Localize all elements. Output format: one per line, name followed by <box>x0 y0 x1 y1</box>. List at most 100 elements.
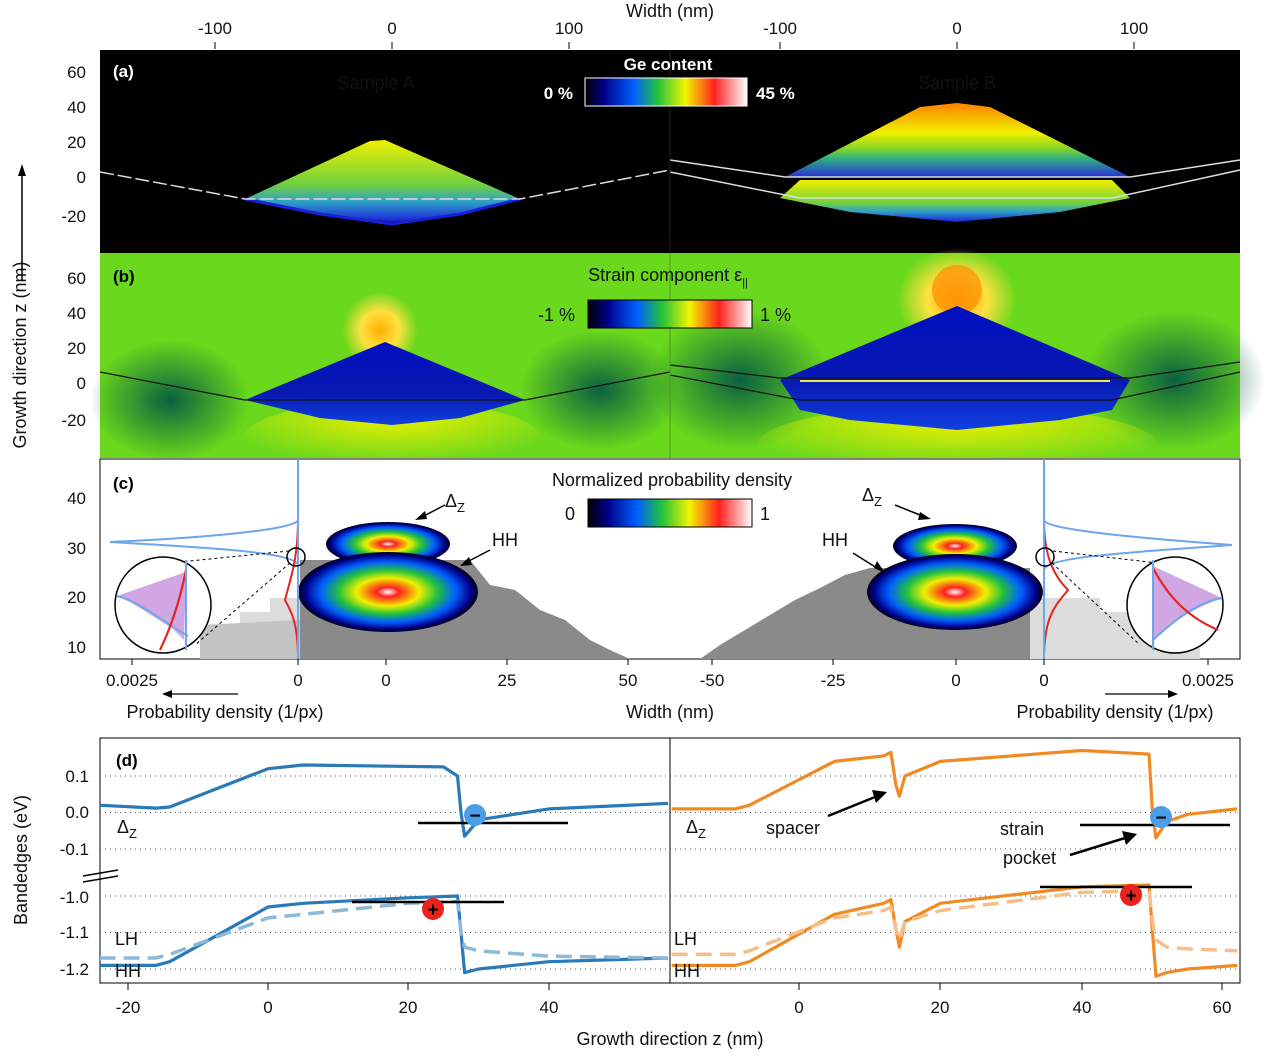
x-tick: 20 <box>931 998 950 1017</box>
electron-sign: − <box>469 806 480 827</box>
x-tick: 0 <box>1039 671 1048 690</box>
top-axis-label: Width (nm) <box>626 1 714 21</box>
panel-d-label: (d) <box>116 751 138 770</box>
panel-c-xticks: 0.0025 0 0 25 50 -50 -25 0 0 0.0025 <box>106 671 1234 690</box>
panel-a: (a) Sample A Sample B Ge content 0 % 45 … <box>99 50 1241 253</box>
dz-left: ΔZ <box>117 817 137 841</box>
strain-colorbar-max: 1 % <box>760 305 791 325</box>
axis-break <box>82 869 119 883</box>
x-tick: 0 <box>951 671 960 690</box>
y-tick: -1.2 <box>60 960 89 979</box>
spacer-label: spacer <box>766 818 820 838</box>
prob-colorbar-max: 1 <box>760 504 770 524</box>
ann-dz-left-main: Δ <box>445 491 457 511</box>
panel-d-ylabel: Bandedges (eV) <box>11 795 31 925</box>
y-tick: 40 <box>67 98 86 117</box>
panel-b-label: (b) <box>113 267 135 286</box>
ann-hh-left: HH <box>492 530 518 550</box>
panel-c-yticks: 40 30 20 10 <box>67 489 86 657</box>
strain-title-main: Strain component ε <box>588 265 742 285</box>
panel-c: (c) Normalized probability density 0 1 Δ… <box>99 458 1241 660</box>
y-tick: -1.1 <box>60 923 89 942</box>
lh-right: LH <box>674 929 697 949</box>
y-tick: -1.0 <box>60 888 89 907</box>
left-axis-label: Growth direction z (nm) <box>10 261 30 448</box>
x-tick: -25 <box>821 671 846 690</box>
y-tick: 20 <box>67 588 86 607</box>
lh-left: LH <box>115 929 138 949</box>
growth-arrow <box>18 164 26 280</box>
sample-b-label: Sample B <box>918 73 996 93</box>
ann-dz-right-sub: Z <box>874 494 882 509</box>
top-tick: -100 <box>763 19 797 38</box>
dz-right-sub: Z <box>698 826 706 841</box>
ann-hh-right: HH <box>822 530 848 550</box>
xlabel-width: Width (nm) <box>626 702 714 722</box>
series-hh-line <box>100 894 669 975</box>
series-z-line <box>100 763 669 838</box>
y-tick: 40 <box>67 304 86 323</box>
magnifier-left <box>114 547 306 654</box>
y-tick: 0.1 <box>65 767 89 786</box>
top-tick: 0 <box>387 19 396 38</box>
y-tick: 30 <box>67 539 86 558</box>
y-tick: 60 <box>67 63 86 82</box>
strain-label: strain <box>1000 819 1044 839</box>
series-lh-line <box>671 888 1238 957</box>
x-tick: 0.0025 <box>106 671 158 690</box>
ge-colorbar <box>584 77 748 107</box>
sample-a-label: Sample A <box>337 73 414 93</box>
panel-d-xticks: -20 0 20 40 0 20 40 60 <box>116 998 1232 1017</box>
y-tick: 20 <box>67 133 86 152</box>
pocket-label: pocket <box>1003 848 1056 868</box>
panel-d-yticks: 0.1 0.0 -0.1 -1.0 -1.1 -1.2 <box>60 767 89 979</box>
panel-c-label: (c) <box>113 474 134 493</box>
ge-colorbar-title: Ge content <box>624 55 713 74</box>
strain-title-sub: || <box>742 277 748 289</box>
y-tick: -0.1 <box>60 840 89 859</box>
x-tick: 0 <box>794 998 803 1017</box>
prob-colorbar <box>587 498 753 528</box>
top-tick: -100 <box>198 19 232 38</box>
panel-d-xlabel: Growth direction z (nm) <box>576 1029 763 1049</box>
panel-a-yticks: 60 40 20 0 -20 <box>61 63 86 226</box>
x-tick: -50 <box>700 671 725 690</box>
electron-sign: − <box>1155 808 1166 829</box>
strain-colorbar-title: Strain component ε|| <box>588 265 748 289</box>
panel-c-arrows <box>162 690 1178 698</box>
y-tick: 20 <box>67 339 86 358</box>
x-tick: 0 <box>381 671 390 690</box>
top-tick: 100 <box>555 19 583 38</box>
ann-dz-left: ΔZ <box>445 491 465 515</box>
hole-sign: + <box>427 900 438 921</box>
y-tick: 40 <box>67 489 86 508</box>
prob-colorbar-min: 0 <box>565 504 575 524</box>
panel-b-yticks: 60 40 20 0 -20 <box>61 269 86 430</box>
ann-dz-left-sub: Z <box>457 500 465 515</box>
x-tick: 40 <box>540 998 559 1017</box>
y-tick: 0.0 <box>65 803 89 822</box>
x-tick: 0 <box>263 998 272 1017</box>
y-tick: 60 <box>67 269 86 288</box>
strain-colorbar <box>587 299 753 329</box>
x-tick: 25 <box>498 671 517 690</box>
strain-colorbar-min: -1 % <box>538 305 575 325</box>
x-tick: 20 <box>399 998 418 1017</box>
hh-left: HH <box>115 961 141 981</box>
top-tick: 100 <box>1120 19 1148 38</box>
hole-marker-a <box>422 898 444 920</box>
electron-marker-a <box>464 804 486 826</box>
y-tick: 0 <box>77 168 86 187</box>
top-tick: 0 <box>952 19 961 38</box>
x-tick: 0 <box>293 671 302 690</box>
y-tick: -20 <box>61 207 86 226</box>
series-hh-line <box>671 883 1238 978</box>
top-ticks-a: -100 0 100 -100 0 100 <box>198 19 1148 38</box>
magnifier-right <box>1035 547 1224 654</box>
x-tick: 0.0025 <box>1182 671 1234 690</box>
electron-marker-b <box>1150 806 1172 828</box>
ann-dz-right: ΔZ <box>862 485 882 509</box>
dz-right-main: Δ <box>686 817 698 837</box>
hh-right: HH <box>674 961 700 981</box>
